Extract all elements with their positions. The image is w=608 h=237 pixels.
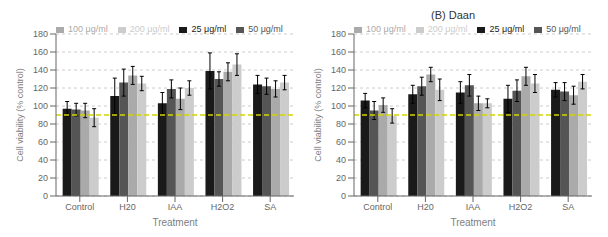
html-text:100 μg/ml: 100 μg/ml (68, 24, 108, 34)
svg-text:40: 40 (336, 155, 346, 165)
svg-text:100: 100 (33, 101, 48, 111)
svg-text:60: 60 (38, 137, 48, 147)
html-text:200 μg/ml: 200 μg/ml (129, 24, 170, 34)
svg-text:H20: H20 (417, 202, 434, 212)
html-text:200 μg/ml: 200 μg/ml (427, 24, 468, 34)
svg-text:100: 100 (331, 101, 346, 111)
svg-text:120: 120 (331, 83, 346, 93)
svg-text:60: 60 (336, 137, 346, 147)
svg-text:H20: H20 (119, 202, 136, 212)
svg-text:20: 20 (38, 173, 48, 183)
svg-text:SA: SA (562, 202, 574, 212)
svg-text:IAA: IAA (466, 202, 481, 212)
svg-text:H2O2: H2O2 (211, 202, 235, 212)
svg-text:Cell viability (% control): Cell viability (% control) (15, 68, 25, 162)
svg-text:0: 0 (341, 191, 346, 201)
svg-text:20: 20 (336, 173, 346, 183)
svg-text:SA: SA (264, 202, 276, 212)
html-text:25 μg/ml: 25 μg/ml (191, 24, 227, 34)
html-text:100 μg/ml: 100 μg/ml (366, 24, 406, 34)
svg-text:IAA: IAA (168, 202, 183, 212)
svg-text:Cell viability (% control): Cell viability (% control) (313, 68, 323, 162)
svg-text:180: 180 (331, 29, 346, 39)
svg-text:0: 0 (43, 191, 48, 201)
html-text:50 μg/ml: 50 μg/ml (546, 24, 581, 34)
html-text:(B) Daan: (B) Daan (431, 9, 475, 21)
svg-text:Control: Control (363, 202, 392, 212)
html-text:50 μg/ml: 50 μg/ml (248, 24, 283, 34)
svg-text:160: 160 (33, 47, 48, 57)
svg-text:80: 80 (38, 119, 48, 129)
svg-text:H2O2: H2O2 (509, 202, 533, 212)
svg-text:120: 120 (33, 83, 48, 93)
html-text:25 μg/ml: 25 μg/ml (489, 24, 525, 34)
svg-text:80: 80 (336, 119, 346, 129)
svg-text:140: 140 (331, 65, 346, 75)
svg-text:160: 160 (331, 47, 346, 57)
svg-text:Treatment: Treatment (450, 217, 495, 228)
svg-text:180: 180 (33, 29, 48, 39)
svg-text:40: 40 (38, 155, 48, 165)
svg-text:Treatment: Treatment (152, 217, 197, 228)
svg-text:Control: Control (65, 202, 94, 212)
svg-text:140: 140 (33, 65, 48, 75)
